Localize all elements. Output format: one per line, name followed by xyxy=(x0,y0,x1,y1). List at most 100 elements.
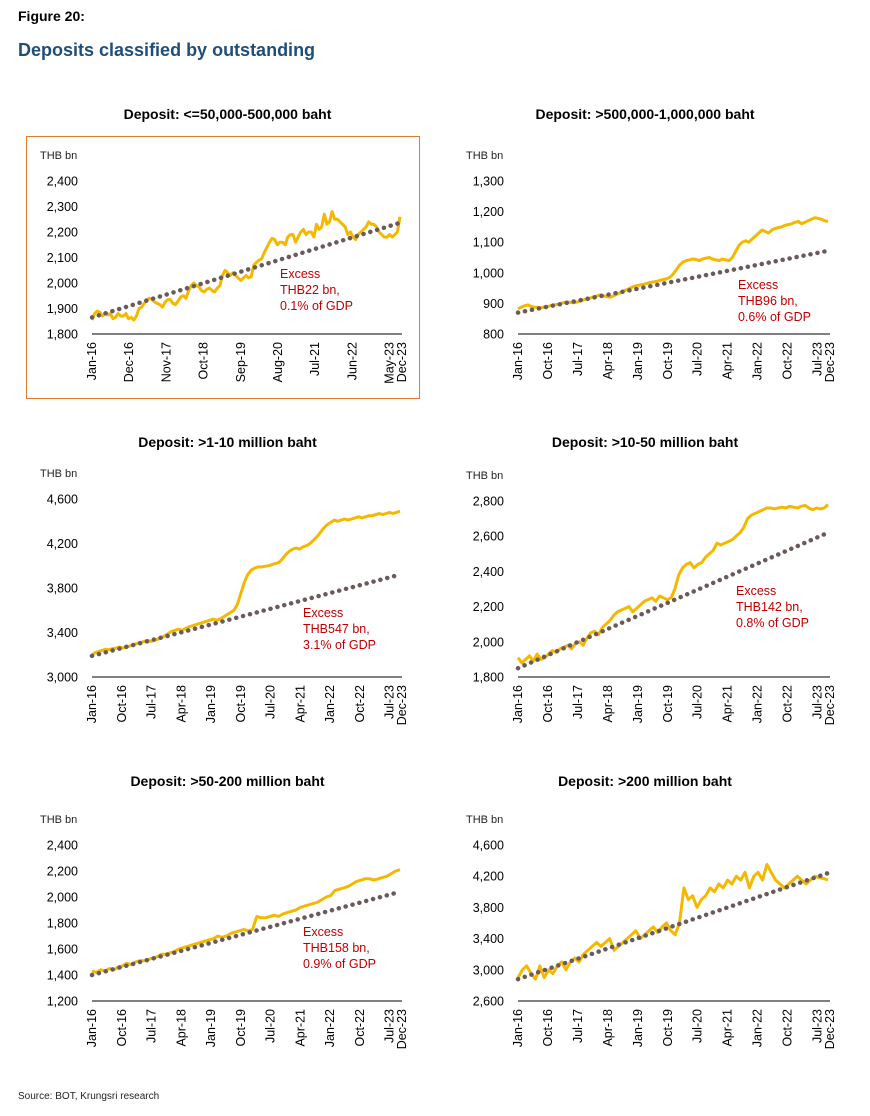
actual-deposit-line xyxy=(91,509,401,657)
x-tick-label: Dec-23 xyxy=(823,685,837,725)
x-tick-label: Apr-18 xyxy=(601,685,615,723)
y-tick-label: 1,800 xyxy=(473,671,504,685)
chart-title: Deposit: >10-50 million baht xyxy=(552,434,739,450)
x-tick-label: Jul-20 xyxy=(264,1009,278,1043)
chart-panel-2: Deposit: >500,000-1,000,000 baht THB bn 80… xyxy=(466,106,837,382)
y-unit-label: THB bn xyxy=(40,150,77,162)
x-tick-label: Jul-23 xyxy=(383,1009,397,1043)
y-tick-label: 2,000 xyxy=(473,635,504,649)
x-tick-label: Jul-17 xyxy=(145,685,159,719)
x-tick-label: Apr-21 xyxy=(293,1009,307,1047)
y-tick-label: 1,200 xyxy=(47,995,78,1009)
highlight-box xyxy=(26,136,420,399)
x-tick-label: Apr-18 xyxy=(174,685,188,723)
annotation-line: 0.8% of GDP xyxy=(736,616,809,630)
annotation-line: 3.1% of GDP xyxy=(303,638,376,652)
figure-label: Figure 20: xyxy=(18,8,85,24)
x-tick-label: Oct-22 xyxy=(781,1009,795,1047)
annotation-line: THB547 bn, xyxy=(303,622,370,636)
excess-annotation: Excess THB22 bn, 0.1% of GDP xyxy=(280,267,353,313)
actual-deposit-line xyxy=(516,503,830,665)
y-tick-label: 800 xyxy=(483,328,504,342)
chart-panel-3: Deposit: >1-10 million baht THB bn 3,000 3,… xyxy=(40,434,409,725)
trend-line xyxy=(515,530,831,671)
figure-title: Deposits classified by outstanding xyxy=(18,40,316,60)
y-tick-label: 3,400 xyxy=(473,932,504,946)
y-tick-label: 4,200 xyxy=(47,537,78,551)
chart-title: Deposit: >200 million baht xyxy=(558,773,732,789)
x-tick-label: Oct-18 xyxy=(197,342,211,380)
trend-line xyxy=(89,220,403,320)
y-tick-label: 3,000 xyxy=(473,963,504,977)
x-tick-label: Jul-20 xyxy=(264,685,278,719)
chart-title: Deposit: >500,000-1,000,000 baht xyxy=(535,106,754,122)
x-tick-label: Jan-19 xyxy=(631,1009,645,1047)
y-tick-label: 2,800 xyxy=(473,495,504,509)
actual-deposit-line xyxy=(90,210,402,322)
x-tick-label: Sep-19 xyxy=(234,342,248,382)
annotation-line: THB22 bn, xyxy=(280,283,340,297)
x-tick-label: Oct-19 xyxy=(234,1009,248,1047)
y-tick-label: 2,200 xyxy=(47,865,78,879)
y-unit-label: THB bn xyxy=(466,814,503,826)
x-tick-label: Jul-17 xyxy=(571,685,585,719)
chart-title: Deposit: <=50,000-500,000 baht xyxy=(124,106,332,122)
y-tick-label: 2,400 xyxy=(473,565,504,579)
x-tick-label: Jan-16 xyxy=(85,1009,99,1047)
x-tick-label: Jul-17 xyxy=(145,1009,159,1043)
x-tick-label: Oct-22 xyxy=(781,342,795,380)
x-tick-label: Oct-22 xyxy=(353,1009,367,1047)
x-tick-label: Dec-23 xyxy=(823,1009,837,1049)
x-tick-label: Jan-22 xyxy=(751,685,765,723)
excess-annotation: Excess THB142 bn, 0.8% of GDP xyxy=(736,584,809,630)
x-tick-label: Jan-22 xyxy=(751,1009,765,1047)
y-tick-label: 2,400 xyxy=(47,839,78,853)
y-tick-label: 1,800 xyxy=(47,328,78,342)
y-tick-label: 2,600 xyxy=(473,995,504,1009)
x-tick-label: Jul-20 xyxy=(691,1009,705,1043)
excess-annotation: Excess THB158 bn, 0.9% of GDP xyxy=(303,925,376,971)
x-tick-label: Oct-16 xyxy=(115,1009,129,1047)
excess-annotation: Excess THB96 bn, 0.6% of GDP xyxy=(738,278,811,324)
x-tick-label: Oct-19 xyxy=(234,685,248,723)
y-tick-label: 4,600 xyxy=(47,493,78,507)
x-tick-label: Oct-19 xyxy=(661,1009,675,1047)
annotation-line: Excess xyxy=(303,606,343,620)
x-tick-label: Jan-22 xyxy=(323,685,337,723)
actual-deposit-line xyxy=(517,216,829,311)
chart-panel-6: Deposit: >200 million baht THB bn 2,600 3,0… xyxy=(466,773,837,1049)
chart-panel-4: Deposit: >10-50 million baht THB bn 1,800 2… xyxy=(466,434,837,725)
x-tick-label: Apr-21 xyxy=(293,685,307,723)
y-tick-label: 2,600 xyxy=(473,530,504,544)
x-tick-label: Jan-22 xyxy=(323,1009,337,1047)
x-tick-label: Oct-16 xyxy=(115,685,129,723)
y-tick-label: 4,200 xyxy=(473,870,504,884)
x-tick-label: Jul-17 xyxy=(571,1009,585,1043)
x-tick-label: Jan-22 xyxy=(751,342,765,380)
x-tick-label: Jul-20 xyxy=(691,342,705,376)
x-tick-label: Oct-19 xyxy=(661,685,675,723)
x-tick-label: Apr-18 xyxy=(601,1009,615,1047)
source-note: Source: BOT, Krungsri research xyxy=(18,1091,160,1102)
x-tick-label: Apr-21 xyxy=(721,342,735,380)
x-tick-label: Dec-23 xyxy=(395,685,409,725)
x-tick-label: Apr-21 xyxy=(721,685,735,723)
x-tick-label: Jul-23 xyxy=(811,1009,825,1043)
x-tick-label: Oct-16 xyxy=(541,342,555,380)
y-unit-label: THB bn xyxy=(40,468,77,480)
y-tick-label: 3,400 xyxy=(47,626,78,640)
annotation-line: 0.6% of GDP xyxy=(738,310,811,324)
y-tick-label: 2,000 xyxy=(47,277,78,291)
y-unit-label: THB bn xyxy=(40,814,77,826)
actual-deposit-line xyxy=(91,868,401,974)
x-tick-label: Jul-23 xyxy=(811,685,825,719)
chart-title: Deposit: >50-200 million baht xyxy=(130,773,324,789)
chart-panel-1: Deposit: <=50,000-500,000 baht THB bn 1,80… xyxy=(40,106,409,384)
y-tick-label: 1,000 xyxy=(473,266,504,280)
excess-annotation: Excess THB547 bn, 3.1% of GDP xyxy=(303,606,376,652)
x-tick-label: Apr-18 xyxy=(174,1009,188,1047)
y-tick-label: 2,200 xyxy=(47,226,78,240)
annotation-line: 0.1% of GDP xyxy=(280,299,353,313)
annotation-line: Excess xyxy=(303,925,343,939)
